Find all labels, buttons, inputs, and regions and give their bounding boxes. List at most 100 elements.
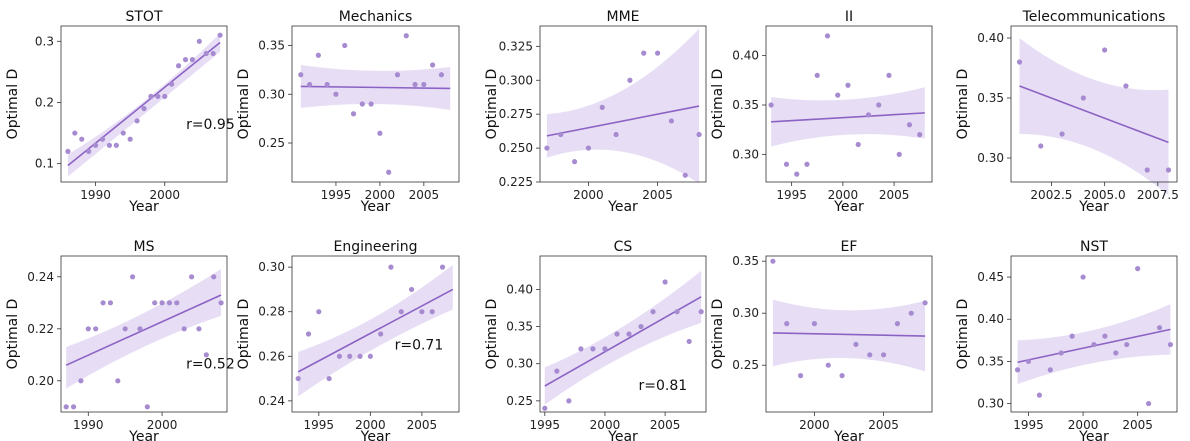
data-point: [1080, 274, 1086, 280]
data-point: [1146, 400, 1152, 407]
data-point: [189, 57, 196, 63]
y-axis-label: Optimal D: [710, 69, 726, 140]
data-point: [1167, 341, 1174, 348]
data-point: [566, 398, 572, 404]
data-point: [650, 309, 656, 315]
panel-cs: 1995 2000 2005 0.25 0.30 0.35 0.40 CS Year Optima…: [484, 239, 707, 441]
y-tick-label: 0.30: [506, 357, 533, 371]
y-tick-label: 0.40: [732, 49, 759, 63]
data-point: [79, 136, 85, 142]
confidence-band: [544, 270, 702, 405]
data-point: [115, 378, 121, 384]
correlation-annotation: r=0.71: [395, 338, 444, 354]
data-point: [804, 161, 810, 167]
plot-frame: [291, 25, 460, 183]
data-point: [1058, 350, 1064, 356]
confidence-band: [546, 28, 700, 184]
data-point: [211, 274, 217, 280]
y-tick-label: 0.225: [499, 175, 533, 189]
panel-stot: 1990 2000 0.1 0.2 0.3 STOT Year Optimal D r=0.95: [5, 9, 235, 215]
x-tick-label: 2002.5: [1030, 188, 1072, 202]
data-point: [825, 362, 831, 368]
y-axis-label: Optimal D: [484, 299, 500, 370]
data-point: [188, 274, 195, 280]
data-point: [824, 33, 831, 39]
panel-ii: 1995 2000 2005 0.30 0.35 0.40 II Year Optimal D: [710, 9, 933, 215]
data-point: [162, 93, 168, 99]
data-point: [654, 50, 661, 56]
y-tick-label: 0.35: [977, 91, 1004, 105]
correlation-annotation: r=0.95: [186, 117, 235, 133]
data-point: [599, 104, 605, 110]
y-axis-label: Optimal D: [710, 299, 726, 370]
x-axis-label: Year: [607, 429, 638, 441]
panel-title: Engineering: [334, 239, 418, 255]
data-point: [367, 353, 373, 359]
regression-line: [772, 332, 926, 337]
data-point: [306, 81, 313, 88]
data-point: [85, 326, 91, 332]
panel-title: II: [845, 9, 853, 25]
data-point: [698, 309, 704, 315]
x-tick-label: 2005: [868, 418, 899, 432]
data-point: [1144, 167, 1150, 173]
data-point: [614, 331, 620, 337]
y-tick-label: 0.25: [732, 358, 759, 372]
x-axis-label: Year: [360, 429, 391, 441]
data-point: [210, 50, 216, 57]
y-tick-label: 0.30: [732, 147, 759, 161]
data-point: [1156, 325, 1163, 331]
y-tick-label: 0.40: [977, 312, 1004, 326]
data-point: [127, 136, 133, 142]
data-point: [378, 331, 384, 337]
data-point: [324, 81, 330, 88]
data-point: [908, 310, 914, 316]
data-point: [305, 331, 312, 337]
data-point: [78, 378, 84, 384]
x-tick-label: 2005.0: [1084, 188, 1126, 202]
data-point: [333, 91, 339, 97]
data-point: [1014, 367, 1021, 373]
data-point: [638, 323, 644, 330]
data-point: [388, 264, 394, 270]
data-point: [394, 72, 401, 78]
data-point: [72, 130, 78, 136]
data-point: [1036, 392, 1042, 398]
plot-frame: [539, 255, 707, 413]
data-point: [342, 42, 348, 49]
panel-title: EF: [841, 239, 858, 255]
plot-frame: [765, 255, 933, 413]
data-point: [99, 136, 106, 142]
data-point: [674, 309, 680, 315]
x-tick-label: 2000: [149, 188, 180, 202]
data-point: [1124, 341, 1130, 348]
x-tick-label: 1995: [304, 418, 335, 432]
data-point: [662, 279, 668, 285]
data-point: [602, 346, 608, 352]
y-tick-label: 0.30: [732, 306, 759, 320]
y-tick-label: 0.250: [499, 141, 533, 155]
data-point: [419, 309, 425, 315]
panel-ms: 1990 2000 0.20 0.22 0.24 MS Year Optimal D r=0.5…: [5, 239, 235, 441]
x-tick-label: 2000: [365, 188, 396, 202]
data-point: [1091, 341, 1097, 348]
data-point: [398, 309, 404, 315]
y-tick-label: 0.300: [499, 73, 533, 87]
panel-title: MME: [606, 9, 639, 25]
x-tick-label: 2000: [590, 418, 621, 432]
data-point: [137, 326, 143, 332]
y-tick-label: 0.40: [977, 31, 1004, 45]
x-tick-label: 2005: [642, 188, 673, 202]
data-point: [100, 300, 106, 306]
y-tick-label: 0.2: [35, 95, 54, 109]
y-tick-label: 0.26: [258, 349, 285, 363]
data-point: [585, 145, 592, 151]
data-point: [1069, 333, 1075, 339]
data-point: [359, 101, 365, 107]
regression-line: [67, 41, 221, 167]
data-point: [835, 92, 841, 98]
data-point: [578, 346, 584, 352]
y-tick-label: 0.35: [732, 98, 759, 112]
data-point: [122, 326, 128, 332]
